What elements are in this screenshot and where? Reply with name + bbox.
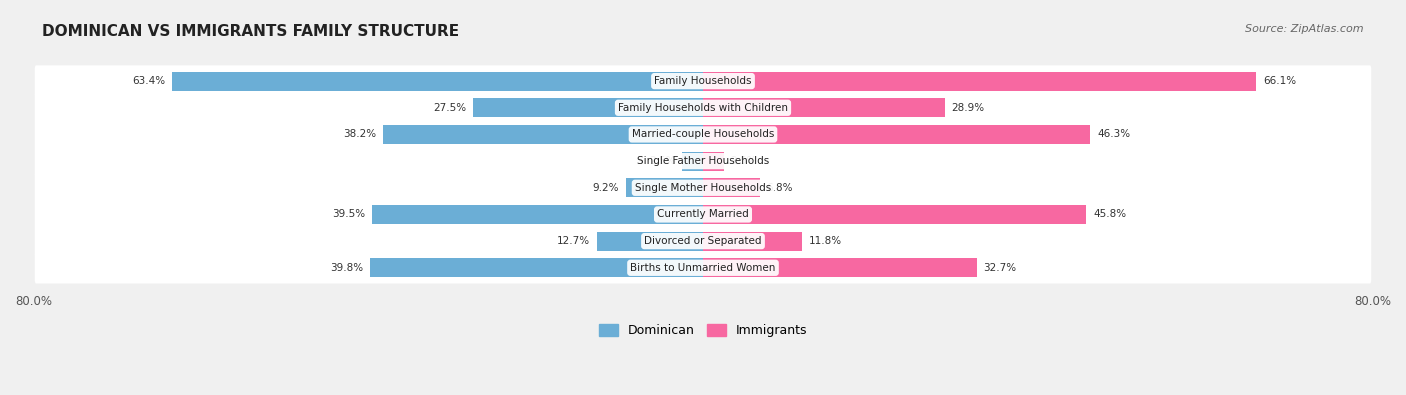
Text: 6.8%: 6.8% bbox=[766, 183, 793, 193]
Text: 9.2%: 9.2% bbox=[593, 183, 619, 193]
Bar bbox=[703, 231, 801, 251]
Bar bbox=[173, 71, 703, 91]
FancyBboxPatch shape bbox=[35, 199, 1371, 230]
Bar bbox=[703, 125, 1091, 144]
Bar bbox=[472, 98, 703, 117]
FancyBboxPatch shape bbox=[35, 252, 1371, 284]
Text: Source: ZipAtlas.com: Source: ZipAtlas.com bbox=[1246, 24, 1364, 34]
Bar bbox=[703, 152, 724, 171]
Bar bbox=[703, 71, 1256, 91]
Bar bbox=[703, 258, 977, 277]
Text: DOMINICAN VS IMMIGRANTS FAMILY STRUCTURE: DOMINICAN VS IMMIGRANTS FAMILY STRUCTURE bbox=[42, 24, 460, 39]
FancyBboxPatch shape bbox=[35, 119, 1371, 150]
FancyBboxPatch shape bbox=[35, 66, 1371, 97]
FancyBboxPatch shape bbox=[35, 226, 1371, 257]
Text: 38.2%: 38.2% bbox=[343, 130, 377, 139]
Bar bbox=[682, 152, 703, 171]
Text: 32.7%: 32.7% bbox=[983, 263, 1017, 273]
Text: 46.3%: 46.3% bbox=[1097, 130, 1130, 139]
Text: Currently Married: Currently Married bbox=[657, 209, 749, 220]
Text: Births to Unmarried Women: Births to Unmarried Women bbox=[630, 263, 776, 273]
Bar bbox=[596, 231, 703, 251]
Bar bbox=[384, 125, 703, 144]
Text: 2.5%: 2.5% bbox=[650, 156, 675, 166]
Text: 45.8%: 45.8% bbox=[1092, 209, 1126, 220]
FancyBboxPatch shape bbox=[35, 92, 1371, 124]
Text: 39.5%: 39.5% bbox=[333, 209, 366, 220]
Bar bbox=[373, 205, 703, 224]
FancyBboxPatch shape bbox=[35, 172, 1371, 203]
Text: Family Households with Children: Family Households with Children bbox=[619, 103, 787, 113]
Text: 63.4%: 63.4% bbox=[132, 76, 166, 86]
Text: Single Mother Households: Single Mother Households bbox=[636, 183, 770, 193]
Text: Married-couple Households: Married-couple Households bbox=[631, 130, 775, 139]
Legend: Dominican, Immigrants: Dominican, Immigrants bbox=[593, 319, 813, 342]
Text: 12.7%: 12.7% bbox=[557, 236, 591, 246]
Text: Divorced or Separated: Divorced or Separated bbox=[644, 236, 762, 246]
Text: 27.5%: 27.5% bbox=[433, 103, 467, 113]
Text: 11.8%: 11.8% bbox=[808, 236, 842, 246]
Text: 39.8%: 39.8% bbox=[330, 263, 363, 273]
Text: 28.9%: 28.9% bbox=[952, 103, 984, 113]
Bar bbox=[703, 178, 759, 198]
Text: Single Father Households: Single Father Households bbox=[637, 156, 769, 166]
Bar bbox=[703, 98, 945, 117]
Text: Family Households: Family Households bbox=[654, 76, 752, 86]
Bar bbox=[703, 205, 1087, 224]
Bar bbox=[626, 178, 703, 198]
Text: 66.1%: 66.1% bbox=[1263, 76, 1296, 86]
FancyBboxPatch shape bbox=[35, 145, 1371, 177]
Text: 2.5%: 2.5% bbox=[731, 156, 756, 166]
Bar bbox=[370, 258, 703, 277]
